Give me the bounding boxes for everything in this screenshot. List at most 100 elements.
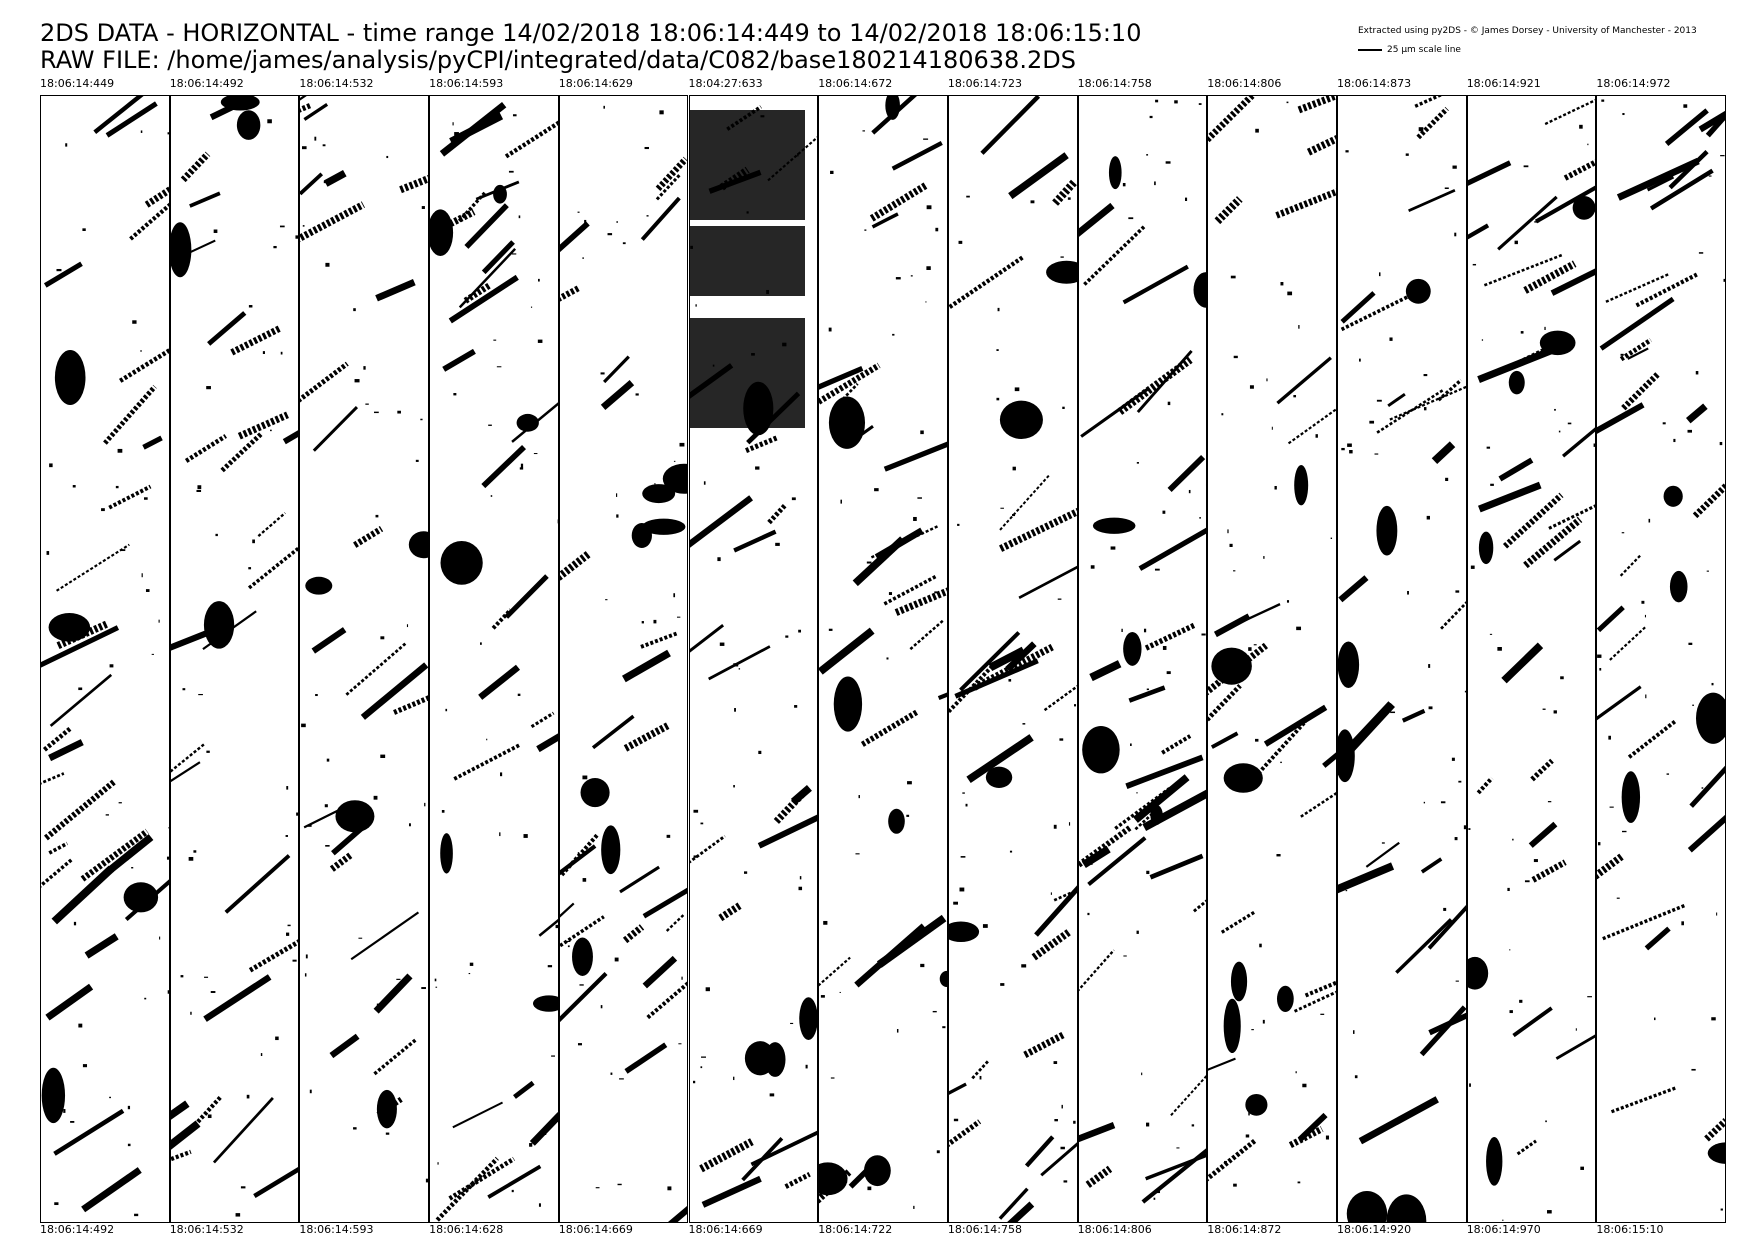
particle [604, 599, 608, 601]
particle [197, 693, 203, 696]
particle [120, 549, 126, 552]
particle [1720, 155, 1725, 157]
particle [63, 1109, 66, 1113]
particle [1489, 633, 1492, 635]
particle [1617, 897, 1621, 899]
particle [1005, 641, 1037, 672]
particle [188, 856, 193, 861]
image-strip: 18:06:14:758 18:06:14:806 [1077, 78, 1208, 1236]
particle [1254, 644, 1257, 646]
particle [600, 380, 634, 411]
particle [699, 1066, 702, 1069]
particle [325, 804, 329, 808]
particle [577, 1043, 582, 1046]
particle [646, 215, 649, 217]
particle [1458, 780, 1462, 783]
particle [567, 945, 570, 948]
particle [448, 208, 476, 227]
particle-image-panel [947, 95, 1078, 1223]
particle [251, 539, 255, 544]
particle [151, 653, 154, 655]
particle [240, 1186, 246, 1189]
particle [1153, 181, 1156, 186]
particle [197, 485, 201, 490]
particle [833, 676, 863, 732]
title-time-range: 2DS DATA - HORIZONTAL - time range 14/02… [40, 19, 1142, 47]
particle [158, 619, 160, 623]
particle [1597, 685, 1643, 721]
particle [117, 448, 123, 453]
particle [645, 234, 648, 237]
particle [282, 429, 299, 445]
particle [490, 495, 493, 497]
particle [300, 96, 308, 101]
particle [182, 688, 185, 691]
strip-end-time: 18:06:14:492 [40, 1223, 115, 1236]
particle [602, 355, 630, 384]
particle [1255, 738, 1259, 742]
particle [821, 995, 826, 998]
particle [1716, 912, 1718, 916]
particle [607, 233, 612, 236]
particle [1149, 804, 1163, 825]
particle [689, 495, 753, 548]
particle [784, 635, 788, 638]
particle [73, 921, 77, 926]
particle [743, 871, 747, 874]
particle [105, 101, 158, 138]
particle [1386, 1194, 1427, 1222]
particle [365, 403, 370, 405]
particle [738, 668, 740, 670]
particle [1322, 752, 1336, 768]
particle [678, 1043, 682, 1045]
image-strip: 18:06:14:532 18:06:14:593 [299, 78, 430, 1236]
particle [315, 694, 319, 697]
particle [306, 954, 309, 959]
particle [886, 657, 889, 660]
particle [819, 365, 864, 390]
particle [852, 536, 906, 587]
particle [998, 508, 1077, 552]
particle [1608, 735, 1612, 740]
particle [1068, 822, 1070, 826]
particle [998, 1187, 1029, 1220]
particle [1008, 679, 1012, 682]
particle [1707, 570, 1710, 572]
particle [168, 827, 169, 829]
particle [1286, 101, 1289, 104]
particle [1563, 158, 1596, 181]
particle [1489, 483, 1494, 486]
particle [1401, 708, 1426, 723]
particle [115, 485, 119, 489]
particle [1648, 518, 1651, 523]
particle [203, 976, 208, 978]
particle [1561, 426, 1596, 458]
particle [1054, 1119, 1058, 1122]
particle [936, 1150, 940, 1154]
particle [1645, 926, 1672, 951]
particle [1034, 885, 1077, 937]
particle [870, 181, 930, 222]
particle [1248, 647, 1252, 651]
particle [224, 854, 291, 914]
particle [1470, 565, 1475, 569]
particle [380, 754, 386, 759]
particle [1390, 711, 1396, 714]
particle [700, 1056, 706, 1058]
particle [1597, 852, 1626, 880]
particle [1600, 296, 1675, 351]
particle [1338, 575, 1369, 603]
particle [529, 1112, 558, 1146]
particle [1136, 930, 1139, 934]
particle [1023, 1031, 1065, 1058]
particle [855, 853, 860, 855]
particle [642, 955, 677, 989]
particle-image-panel [429, 95, 559, 1223]
strip-start-time: 18:06:14:972 [1596, 77, 1671, 90]
particle [1078, 949, 1115, 992]
particle [1720, 441, 1723, 446]
particle [1464, 690, 1466, 693]
particle [1154, 99, 1158, 103]
particle [1140, 1072, 1142, 1076]
strip-end-time: 18:06:14:970 [1466, 1223, 1541, 1236]
